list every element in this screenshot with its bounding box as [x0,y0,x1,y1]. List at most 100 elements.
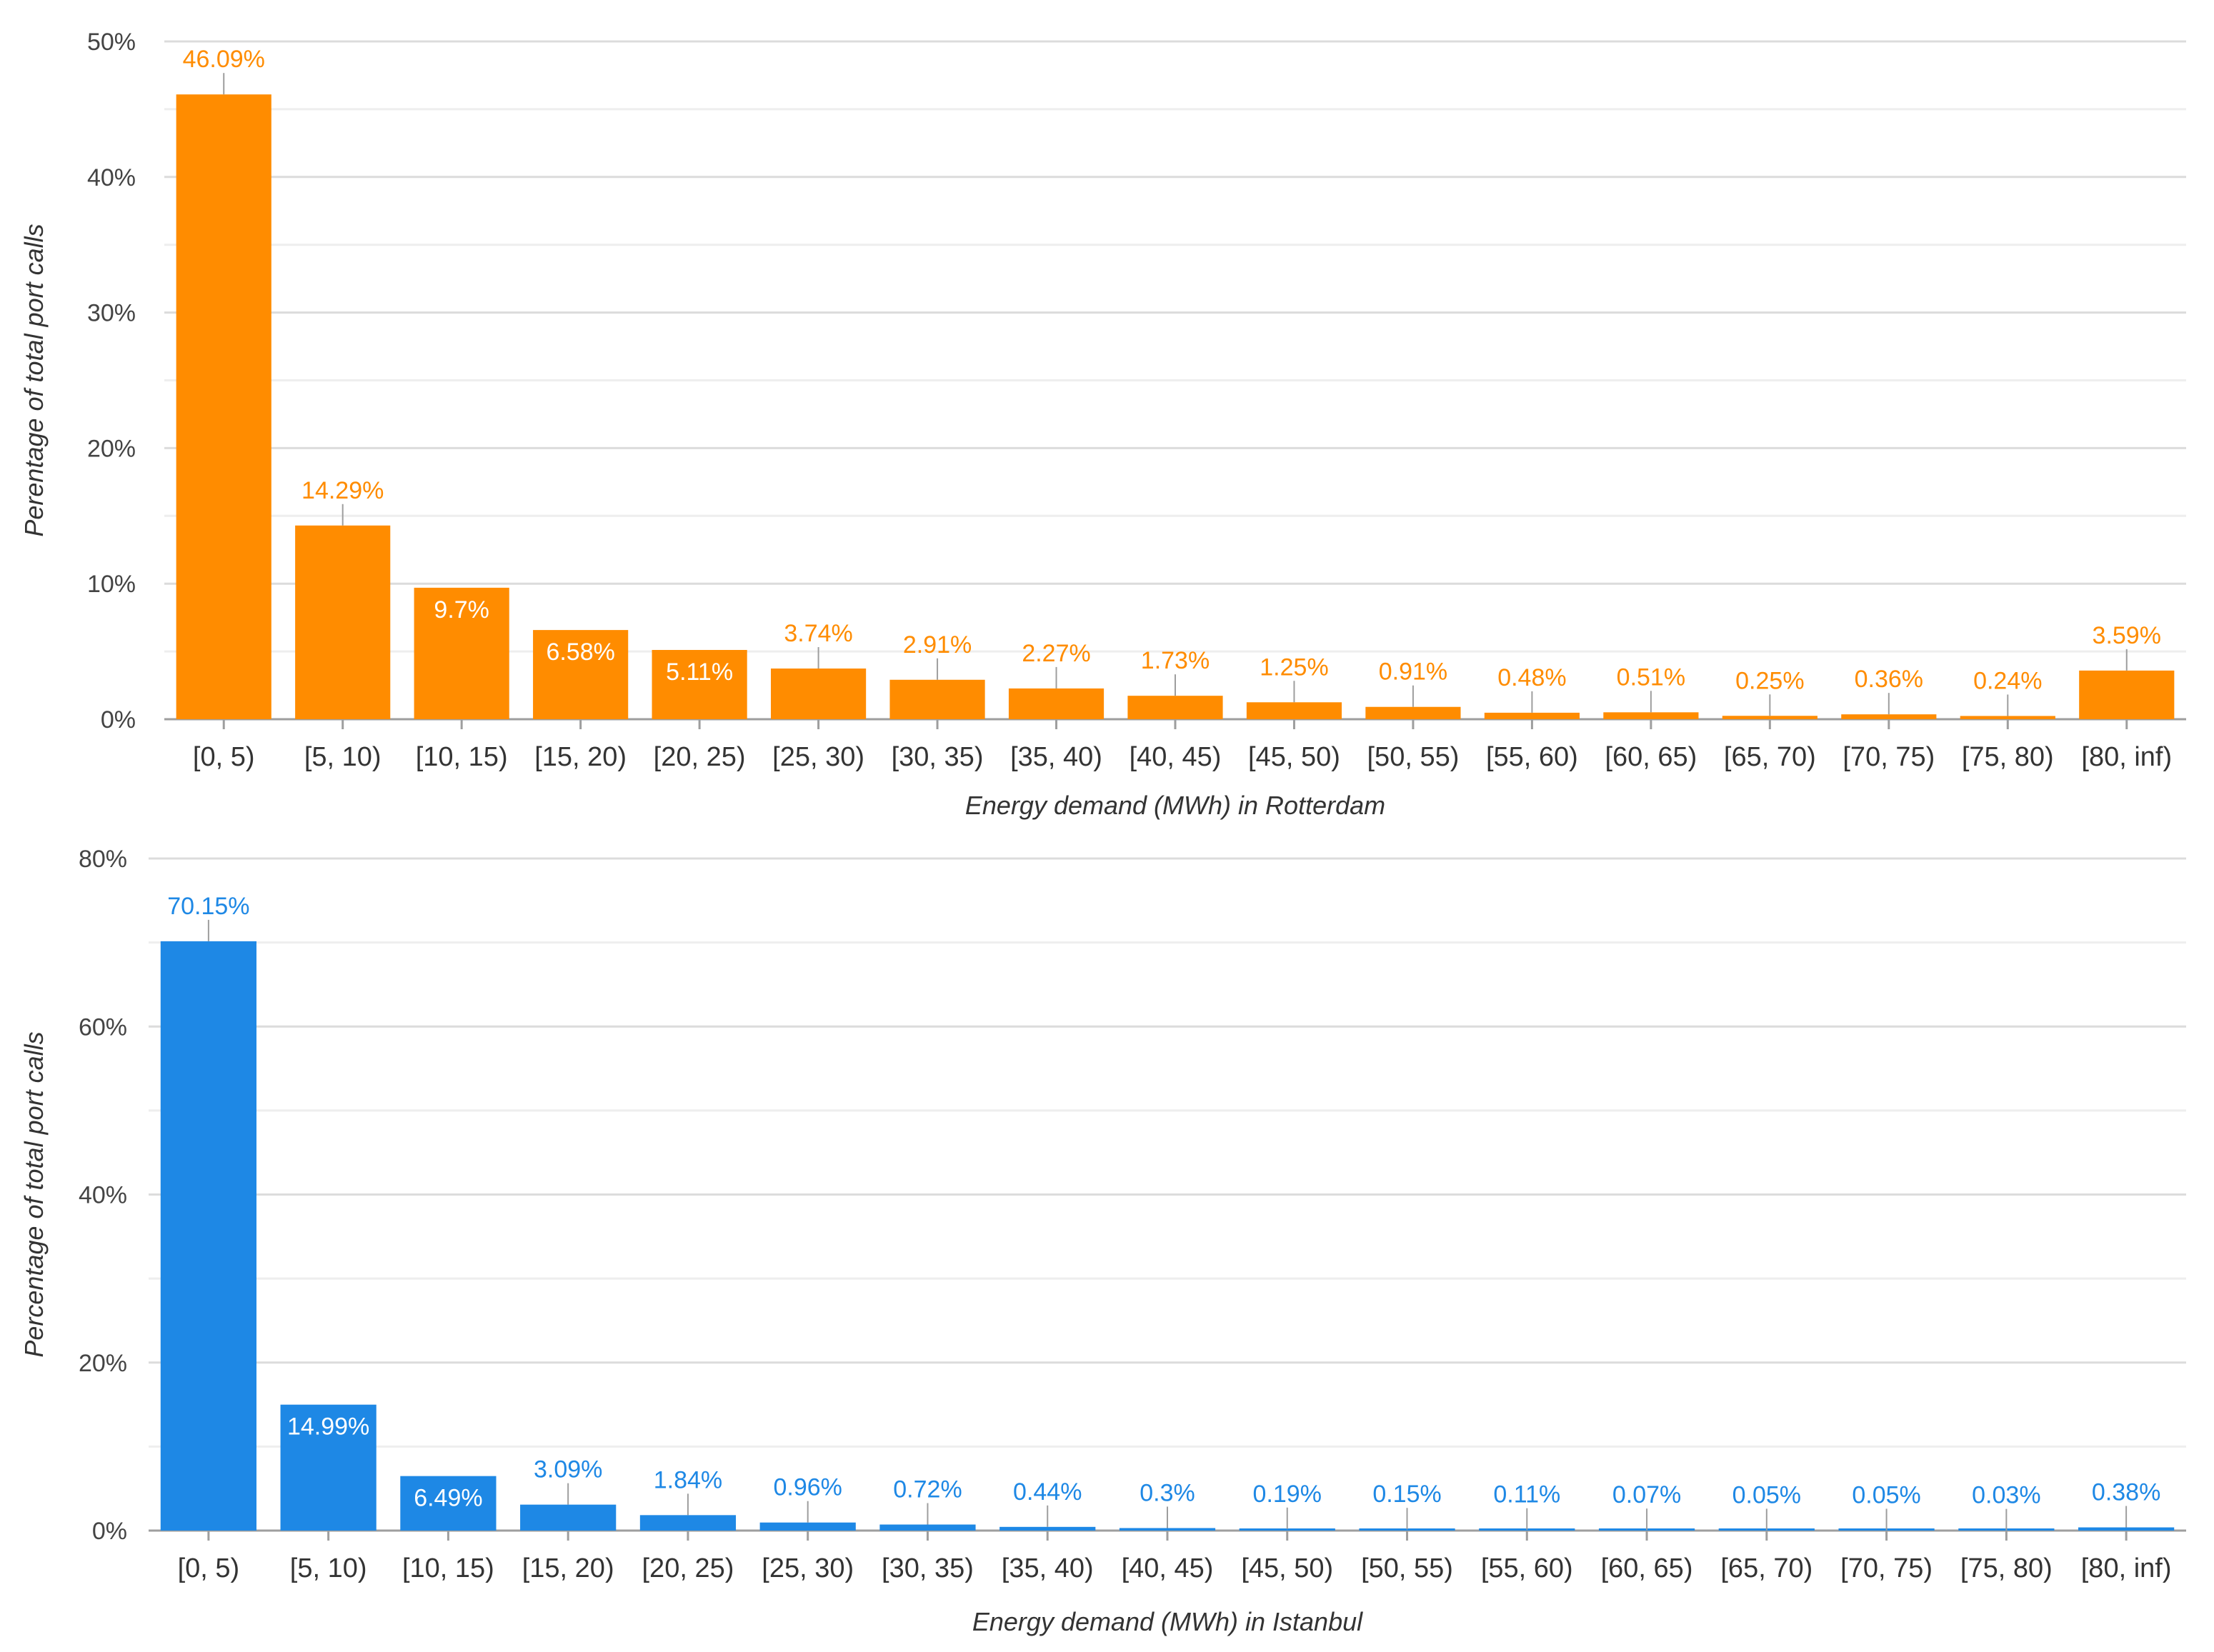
rotterdam-bar [414,587,509,719]
istanbul-bar [639,1515,737,1531]
rotterdam-data-label: 14.29% [301,477,384,504]
istanbul-category-label: [50, 55) [1361,1553,1453,1583]
istanbul-y-tick-label: 20% [79,1350,127,1377]
istanbul-category-label: [5, 10) [290,1553,367,1583]
rotterdam-bar [1127,696,1223,719]
istanbul-data-label: 0.44% [1013,1478,1082,1506]
rotterdam-y-tick-label: 0% [101,706,136,734]
rotterdam-data-label: 2.91% [903,631,972,659]
rotterdam-category-label: [60, 65) [1605,742,1697,772]
rotterdam-bar [1484,712,1580,719]
rotterdam-bar [533,630,629,719]
istanbul-data-label: 0.05% [1852,1481,1920,1508]
rotterdam-y-tick-label: 40% [87,164,136,191]
rotterdam-category-label: [10, 15) [416,742,508,772]
rotterdam-y-tick-label: 20% [87,435,136,462]
istanbul-x-axis-title: Energy demand (MWh) in Istanbul [972,1607,1363,1636]
istanbul-category-label: [60, 65) [1601,1553,1693,1583]
istanbul-data-label: 70.15% [167,893,249,920]
rotterdam-category-label: [40, 45) [1130,742,1222,772]
rotterdam-data-label: 0.25% [1735,667,1804,694]
istanbul-category-label: [15, 20) [522,1553,614,1583]
rotterdam-data-label: 3.74% [784,620,852,647]
istanbul-chart: 0% 20% 40% 60% 80% 70.15% [0, 5) 14.99% [5, 10) 6… [0,828,2214,1652]
rotterdam-bar [1722,716,1817,719]
istanbul-bar [160,941,256,1531]
rotterdam-bar [1603,712,1699,719]
istanbul-y-tick-label: 40% [79,1182,127,1209]
rotterdam-data-label: 2.27% [1022,640,1090,667]
rotterdam-data-label: 6.58% [546,639,614,666]
istanbul-category-label: [0, 5) [178,1553,240,1583]
istanbul-data-label: 0.15% [1372,1481,1441,1508]
istanbul-data-label: 0.03% [1972,1482,2040,1509]
istanbul-category-label: [65, 70) [1720,1553,1812,1583]
istanbul-data-label: 0.07% [1612,1481,1681,1508]
rotterdam-data-label: 46.09% [183,46,265,73]
istanbul-bar [520,1504,617,1531]
istanbul-data-label: 0.96% [774,1474,842,1501]
rotterdam-chart-svg: 0% 10% 20% 30% 40% 50% 46.09% [0, 5) 14.29% [5, 1… [19,29,2186,820]
istanbul-category-label: [75, 80) [1960,1553,2053,1583]
rotterdam-category-label: [65, 70) [1724,742,1816,772]
rotterdam-category-label: [75, 80) [1962,742,2054,772]
rotterdam-category-label: [30, 35) [892,742,984,772]
rotterdam-category-label: [45, 50) [1248,742,1340,772]
istanbul-category-label: [20, 25) [642,1553,734,1583]
istanbul-category-label: [30, 35) [882,1553,974,1583]
rotterdam-category-label: [25, 30) [772,742,864,772]
rotterdam-category-label: [5, 10) [304,742,382,772]
rotterdam-category-label: [55, 60) [1486,742,1578,772]
rotterdam-category-label: [0, 5) [193,742,255,772]
rotterdam-bar [652,650,747,719]
istanbul-data-label: 0.3% [1140,1479,1195,1506]
istanbul-y-tick-label: 80% [79,846,127,873]
istanbul-data-label: 6.49% [414,1485,482,1512]
istanbul-category-label: [40, 45) [1122,1553,1214,1583]
istanbul-data-label: 0.19% [1253,1481,1322,1508]
rotterdam-bar [1008,688,1104,719]
rotterdam-chart: 0% 10% 20% 30% 40% 50% 46.09% [0, 5) 14.29% [5, 1… [19,29,2186,820]
istanbul-y-tick-label: 60% [79,1013,127,1041]
rotterdam-data-label: 0.24% [1973,667,2042,694]
rotterdam-bar [1960,716,2055,719]
istanbul-bar [879,1524,976,1531]
istanbul-bar [280,1404,377,1531]
istanbul-y-tick-label: 0% [92,1518,127,1545]
rotterdam-y-axis-title: Perentage of total port calls [19,224,49,536]
istanbul-bar [400,1476,497,1531]
rotterdam-data-label: 0.91% [1379,659,1447,686]
istanbul-category-label: [80, inf) [2081,1553,2172,1583]
rotterdam-data-label: 0.48% [1497,664,1566,691]
rotterdam-bar [889,679,985,719]
rotterdam-y-tick-label: 50% [87,29,136,56]
rotterdam-data-label: 9.7% [434,596,489,624]
rotterdam-data-label: 0.51% [1617,664,1685,691]
rotterdam-y-tick-label: 10% [87,571,136,598]
istanbul-bar [1359,1528,1455,1531]
istanbul-chart-svg: 0% 20% 40% 60% 80% 70.15% [0, 5) 14.99% [5, 10) 6… [19,846,2186,1636]
istanbul-data-label: 0.05% [1732,1481,1801,1508]
rotterdam-category-label: [80, inf) [2081,742,2172,772]
istanbul-category-label: [70, 75) [1840,1553,1933,1583]
rotterdam-bar [1246,702,1342,719]
rotterdam-category-label: [20, 25) [654,742,746,772]
istanbul-bar [999,1526,1096,1531]
rotterdam-data-label: 3.59% [2093,622,2161,649]
rotterdam-x-axis-title: Energy demand (MWh) in Rotterdam [965,791,1385,820]
rotterdam-y-tick-label: 30% [87,300,136,327]
rotterdam-bar [771,669,867,719]
istanbul-y-axis-title: Percentage of total port calls [19,1031,49,1357]
rotterdam-bar [1365,706,1461,719]
rotterdam-data-label: 0.36% [1855,666,1923,693]
istanbul-category-label: [45, 50) [1241,1553,1333,1583]
istanbul-category-label: [25, 30) [762,1553,854,1583]
rotterdam-data-label: 5.11% [666,659,733,686]
istanbul-bar [759,1522,856,1531]
rotterdam-category-label: [35, 40) [1010,742,1102,772]
istanbul-category-label: [35, 40) [1002,1553,1094,1583]
rotterdam-bar [295,525,391,719]
rotterdam-category-label: [50, 55) [1367,742,1460,772]
istanbul-data-label: 0.72% [893,1476,962,1503]
rotterdam-category-label: [70, 75) [1842,742,1935,772]
